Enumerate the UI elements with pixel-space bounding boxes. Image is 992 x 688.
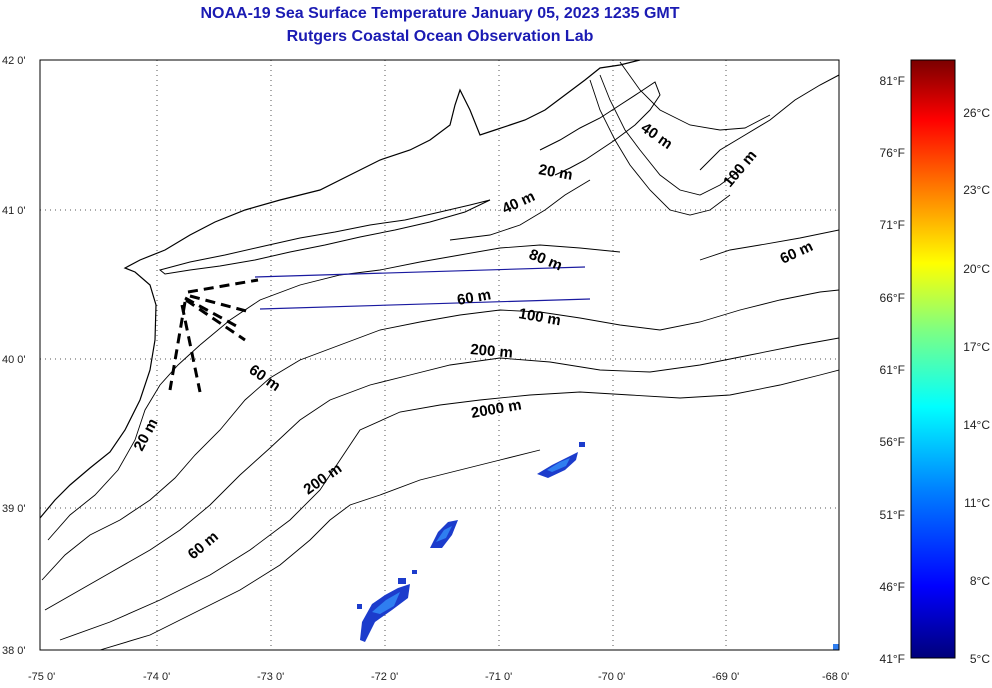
colorbar-f-label: 41°F bbox=[880, 652, 905, 666]
colorbar-c-label: 8°C bbox=[970, 574, 990, 588]
lon-tick-label: -72 0' bbox=[371, 671, 398, 683]
lon-tick-label: -68 0' bbox=[822, 671, 849, 683]
lon-tick-label: -73 0' bbox=[257, 671, 284, 683]
isobath-label: 60 m bbox=[246, 361, 284, 395]
isobath-label: 60 m bbox=[778, 238, 816, 268]
lat-tick-label: 42 0' bbox=[2, 55, 26, 67]
isobath-label: 200 m bbox=[301, 460, 346, 498]
isobath-label: 100 m bbox=[517, 305, 562, 329]
isobath-label: 60 m bbox=[185, 528, 222, 563]
colorbar-c-label: 20°C bbox=[963, 262, 990, 276]
colorbar-f-label: 61°F bbox=[880, 363, 905, 377]
isobath-label: 40 m bbox=[500, 188, 538, 218]
isobath-label: 200 m bbox=[470, 341, 514, 362]
colorbar-c-labels: 26°C 23°C 20°C 17°C 14°C 11°C 8°C 5°C bbox=[963, 106, 990, 666]
nova-scotia-shelf bbox=[699, 74, 839, 171]
sst-patches bbox=[357, 442, 839, 650]
isobaths bbox=[41, 61, 839, 650]
isobath-label: 20 m bbox=[131, 416, 162, 454]
colorbar-f-label: 81°F bbox=[880, 74, 905, 88]
colorbar-f-label: 71°F bbox=[880, 218, 905, 232]
colorbar bbox=[910, 59, 956, 659]
colorbar-f-label: 66°F bbox=[880, 291, 905, 305]
lat-tick-label: 40 0' bbox=[2, 354, 26, 366]
isobath-label: 100 m bbox=[720, 147, 760, 191]
isobath-label: 20 m bbox=[537, 161, 574, 184]
long-island bbox=[158, 199, 491, 275]
graticule bbox=[40, 60, 839, 650]
lat-tick-label: 41 0' bbox=[2, 205, 26, 217]
colorbar-c-label: 23°C bbox=[963, 183, 990, 197]
isobath-label: 40 m bbox=[638, 119, 676, 153]
colorbar-c-label: 5°C bbox=[970, 652, 990, 666]
colorbar-c-label: 14°C bbox=[963, 418, 990, 432]
map-title: NOAA-19 Sea Surface Temperature January … bbox=[200, 5, 680, 22]
colorbar-f-label: 56°F bbox=[880, 435, 905, 449]
transect-lines bbox=[254, 266, 591, 310]
colorbar-f-label: 76°F bbox=[880, 146, 905, 160]
map-frame bbox=[39, 59, 840, 651]
colorbar-c-label: 17°C bbox=[963, 340, 990, 354]
lon-tick-label: -75 0' bbox=[28, 671, 55, 683]
longitude-ticks: -75 0' -74 0' -73 0' -72 0' -71 0' -70 0… bbox=[28, 671, 849, 683]
colorbar-c-label: 11°C bbox=[964, 496, 990, 510]
isobath-label: 80 m bbox=[527, 246, 565, 275]
colorbar-f-labels: 81°F 76°F 71°F 66°F 61°F 56°F 51°F 46°F … bbox=[880, 74, 905, 666]
isobath-label-group: 40 m 20 m 40 m 100 m 60 m 80 m 60 m 100 … bbox=[131, 119, 816, 563]
isobath-label: 60 m bbox=[456, 286, 493, 309]
colorbar-c-label: 26°C bbox=[963, 106, 990, 120]
lon-tick-label: -74 0' bbox=[143, 671, 170, 683]
lat-tick-label: 39 0' bbox=[2, 503, 26, 515]
lat-tick-label: 38 0' bbox=[2, 645, 26, 657]
lon-tick-label: -70 0' bbox=[598, 671, 625, 683]
map-subtitle: Rutgers Coastal Ocean Observation Lab bbox=[286, 28, 594, 45]
lon-tick-label: -69 0' bbox=[712, 671, 739, 683]
dashed-fan bbox=[168, 278, 259, 393]
cape-cod bbox=[539, 81, 661, 176]
lon-tick-label: -71 0' bbox=[485, 671, 512, 683]
colorbar-f-label: 51°F bbox=[880, 508, 905, 522]
colorbar-f-label: 46°F bbox=[880, 580, 905, 594]
latitude-ticks: 42 0' 41 0' 40 0' 39 0' 38 0' bbox=[2, 55, 26, 657]
coastline bbox=[40, 60, 641, 519]
